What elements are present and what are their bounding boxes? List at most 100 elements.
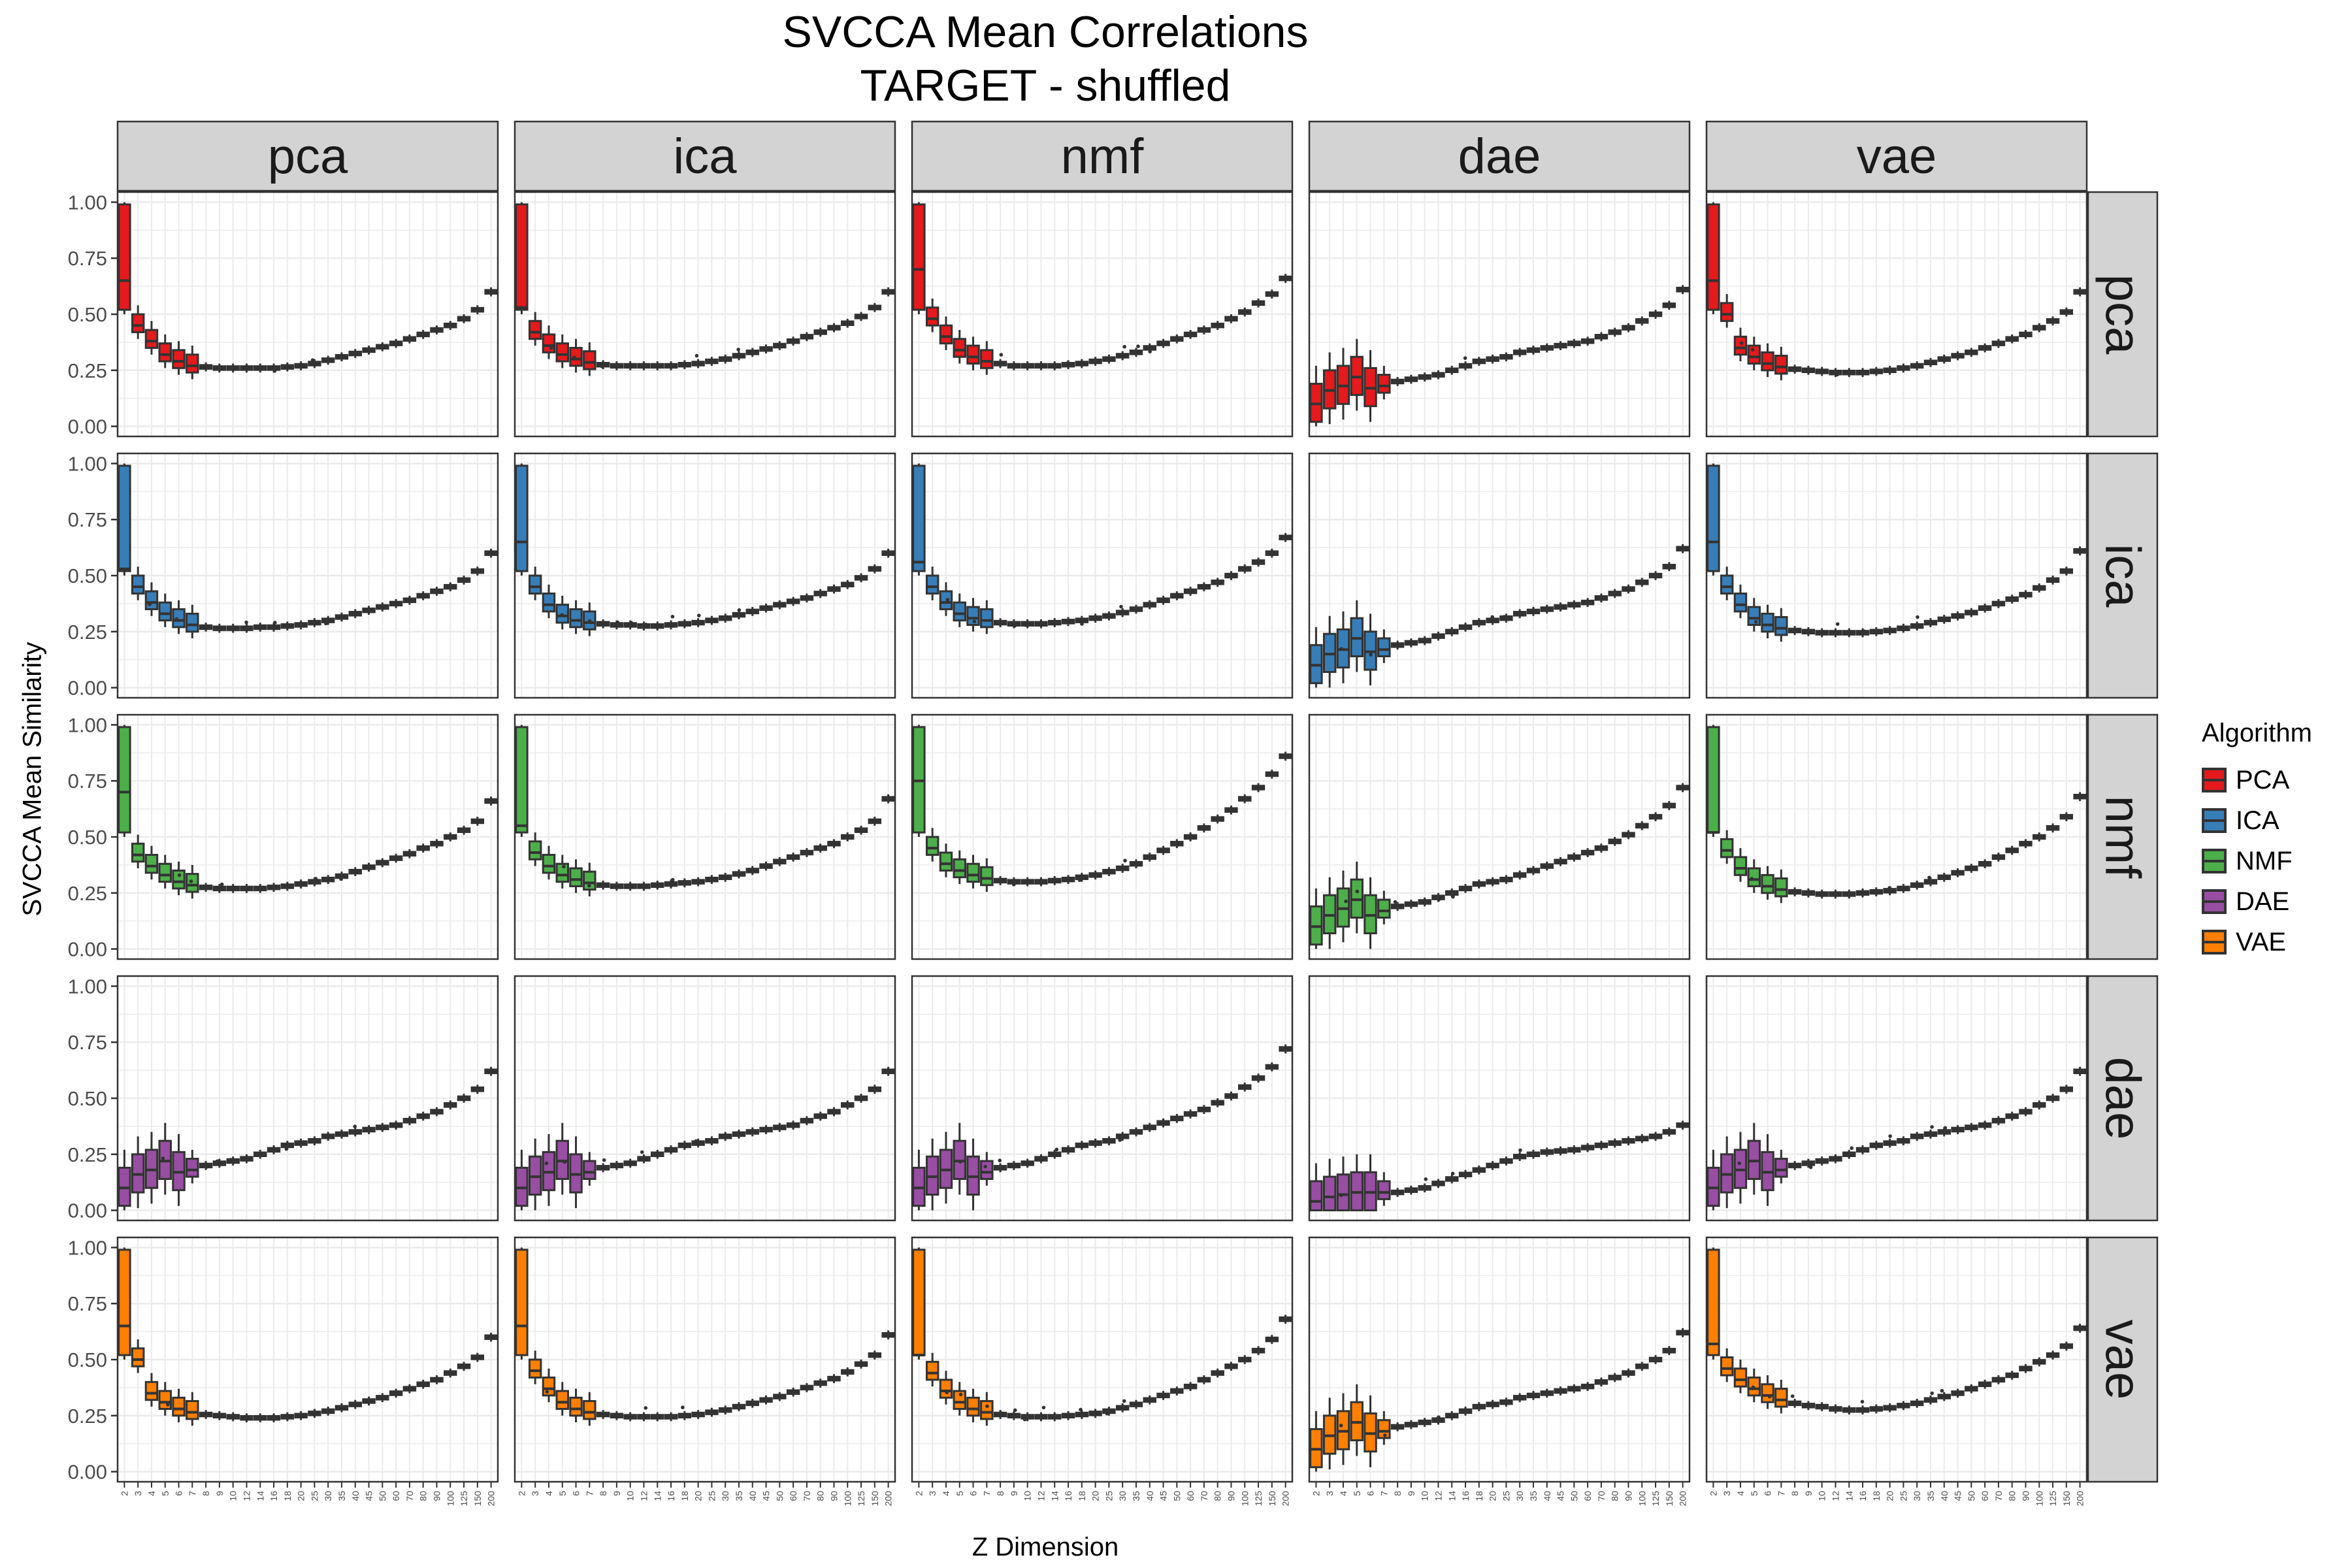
box-2: [1707, 203, 1720, 311]
outlier-point: [1860, 1399, 1865, 1404]
panel-border: [1308, 713, 1691, 960]
box-5: [1747, 606, 1761, 626]
x-tick-label-18: 18: [1474, 1491, 1484, 1501]
x-tick-label-3: 3: [530, 1491, 540, 1496]
outlier-point: [1339, 1193, 1343, 1198]
panel-vae-pca: [116, 1236, 499, 1483]
x-tick-label-16: 16: [1460, 1491, 1471, 1501]
y-tick-label: 0.25: [68, 1405, 107, 1428]
box-7: [583, 870, 596, 891]
box-3: [1720, 302, 1734, 322]
legend-swatch-vae: [2202, 930, 2227, 955]
x-tick-label-60: 60: [391, 1491, 401, 1501]
outlier-point: [1790, 1394, 1795, 1398]
box-5: [158, 1390, 172, 1410]
y-tick-label: 0.75: [68, 770, 107, 792]
x-tick-label-14: 14: [652, 1491, 662, 1501]
outlier-point: [1012, 883, 1016, 887]
outlier-point: [983, 1164, 987, 1169]
x-tick-label-40: 40: [1145, 1491, 1155, 1501]
box-7: [583, 1160, 596, 1181]
x-tick-label-80: 80: [2007, 1491, 2017, 1501]
row-strip-label-pca: pca: [2095, 274, 2151, 355]
box-2: [515, 1249, 529, 1356]
box-2: [515, 726, 529, 834]
x-tick-label-5: 5: [1749, 1491, 1759, 1496]
x-tick-label-20: 20: [1090, 1491, 1101, 1501]
box-3: [528, 1358, 542, 1379]
x-tick-label-2: 2: [119, 1491, 129, 1496]
outlier-point: [161, 1156, 165, 1160]
y-tick-label: 0.75: [68, 247, 107, 270]
x-tick-label-10: 10: [625, 1491, 636, 1501]
x-tick-label-200: 200: [1281, 1491, 1291, 1507]
outlier-point: [1835, 372, 1840, 377]
outlier-point: [174, 617, 178, 621]
box-7: [1774, 1158, 1788, 1178]
box-5: [158, 601, 172, 622]
box-4: [939, 851, 953, 872]
legend-label-vae: VAE: [2236, 927, 2287, 956]
x-tick-label-125: 125: [2048, 1491, 2058, 1507]
box-2: [515, 203, 529, 311]
x-tick-label-100: 100: [445, 1491, 455, 1507]
box-3: [528, 319, 542, 340]
outlier-point: [958, 1160, 962, 1164]
y-tick-label: 0.50: [68, 303, 107, 326]
y-tick-label: 0.00: [68, 1200, 107, 1222]
box-3: [1322, 1175, 1337, 1212]
x-tick-label-4: 4: [1735, 1491, 1746, 1496]
y-axis-title: SVCCA Mean Similarity: [18, 642, 47, 917]
box-6: [966, 606, 980, 626]
box-5: [555, 862, 569, 883]
legend-label-pca: PCA: [2236, 765, 2290, 794]
outlier-point: [1091, 1413, 1096, 1416]
x-tick-label-14: 14: [255, 1491, 265, 1501]
outlier-point: [1767, 1394, 1772, 1399]
outlier-point: [1533, 1153, 1538, 1158]
box-5: [953, 858, 966, 879]
outlier-point: [1820, 632, 1824, 636]
box-3: [925, 836, 939, 856]
x-tick-label-14: 14: [1844, 1491, 1854, 1501]
x-tick-label-200: 200: [486, 1491, 497, 1507]
x-tick-label-35: 35: [336, 1491, 347, 1501]
outlier-point: [544, 1161, 549, 1166]
panel-pca-dae: [1308, 191, 1691, 438]
box-2: [912, 465, 926, 572]
outlier-point: [1066, 361, 1070, 365]
box-7: [186, 873, 199, 893]
x-tick-label-70: 70: [404, 1491, 415, 1501]
outlier-point: [736, 348, 740, 351]
x-tick-label-18: 18: [679, 1491, 690, 1501]
x-tick-label-200: 200: [883, 1491, 894, 1507]
x-tick-label-4: 4: [146, 1491, 157, 1496]
x-tick-label-50: 50: [377, 1491, 387, 1501]
outlier-point: [748, 351, 753, 355]
col-strip-vae: [1705, 120, 2088, 192]
outlier-point: [560, 613, 564, 617]
outlier-point: [670, 615, 675, 619]
box-3: [528, 574, 542, 595]
outlier-point: [1054, 1147, 1059, 1152]
outlier-point: [1916, 615, 1919, 619]
outlier-point: [668, 363, 672, 367]
x-tick-label-70: 70: [1993, 1491, 2004, 1501]
x-tick-label-100: 100: [1239, 1491, 1250, 1507]
outlier-point: [215, 1159, 220, 1164]
chart-title: SVCCA Mean Correlations: [782, 7, 1309, 57]
outlier-point: [615, 620, 620, 625]
outlier-point: [640, 1150, 644, 1154]
x-tick-label-90: 90: [2020, 1491, 2031, 1501]
outlier-point: [148, 602, 152, 606]
panel-ica-ica: [514, 452, 896, 699]
outlier-point: [1397, 380, 1401, 384]
row-strip-label-ica: ica: [2095, 544, 2151, 608]
legend-item-pca: PCA: [2202, 760, 2312, 800]
outlier-point: [177, 873, 182, 877]
panel-pca-nmf: [911, 191, 1294, 438]
box-7: [186, 353, 199, 374]
y-tick-label: 1.00: [68, 975, 107, 998]
